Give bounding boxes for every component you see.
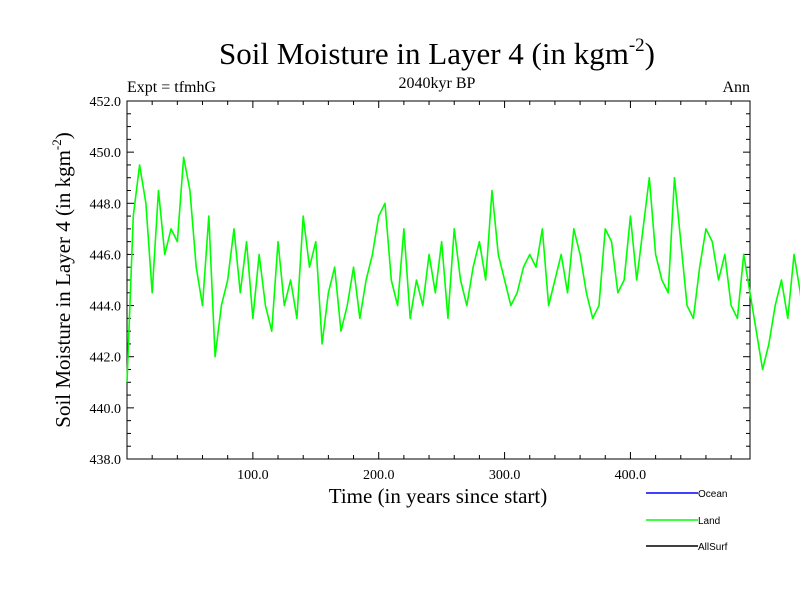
season-label: Ann <box>722 79 750 96</box>
y-tick-label: 442.0 <box>90 351 122 366</box>
legend-land-label: Land <box>698 516 720 527</box>
expt-label: Expt = tfmhG <box>127 79 216 96</box>
y-tick-label: 448.0 <box>90 197 122 212</box>
land-series-line <box>126 156 800 383</box>
legend: Ocean Land AllSurf <box>646 489 728 553</box>
chart-title-close: ) <box>645 36 655 71</box>
chart-title-superscript: -2 <box>629 35 645 56</box>
chart-subtitle: 2040kyr BP <box>399 75 476 92</box>
y-tick-label: 444.0 <box>90 300 122 315</box>
x-tick-label: 300.0 <box>489 468 521 483</box>
y-tick-label: 450.0 <box>90 146 122 161</box>
y-tick-label: 440.0 <box>90 402 122 417</box>
legend-ocean-label: Ocean <box>698 489 727 500</box>
y-tick-label: 452.0 <box>90 95 122 110</box>
x-axis-label: Time (in years since start) <box>329 484 548 508</box>
y-axis-label: Soil Moisture in Layer 4 (in kgm-2) <box>49 132 75 427</box>
y-axis-label-close: ) <box>51 132 75 139</box>
x-tick-label: 200.0 <box>363 468 395 483</box>
y-tick-label: 446.0 <box>90 248 122 263</box>
plot-frame <box>126 100 751 460</box>
axis-ticks <box>127 100 750 460</box>
legend-allsurf-label: AllSurf <box>698 542 728 553</box>
y-tick-label: 438.0 <box>90 453 122 468</box>
x-tick-label: 100.0 <box>237 468 269 483</box>
chart-title: Soil Moisture in Layer 4 (in kgm-2) <box>219 35 655 71</box>
axis-tick-labels: 438.0 440.0 442.0 444.0 446.0 448.0 450.0 452.0… <box>90 95 647 483</box>
y-axis-label-superscript: -2 <box>49 139 64 150</box>
x-tick-label: 400.0 <box>615 468 647 483</box>
